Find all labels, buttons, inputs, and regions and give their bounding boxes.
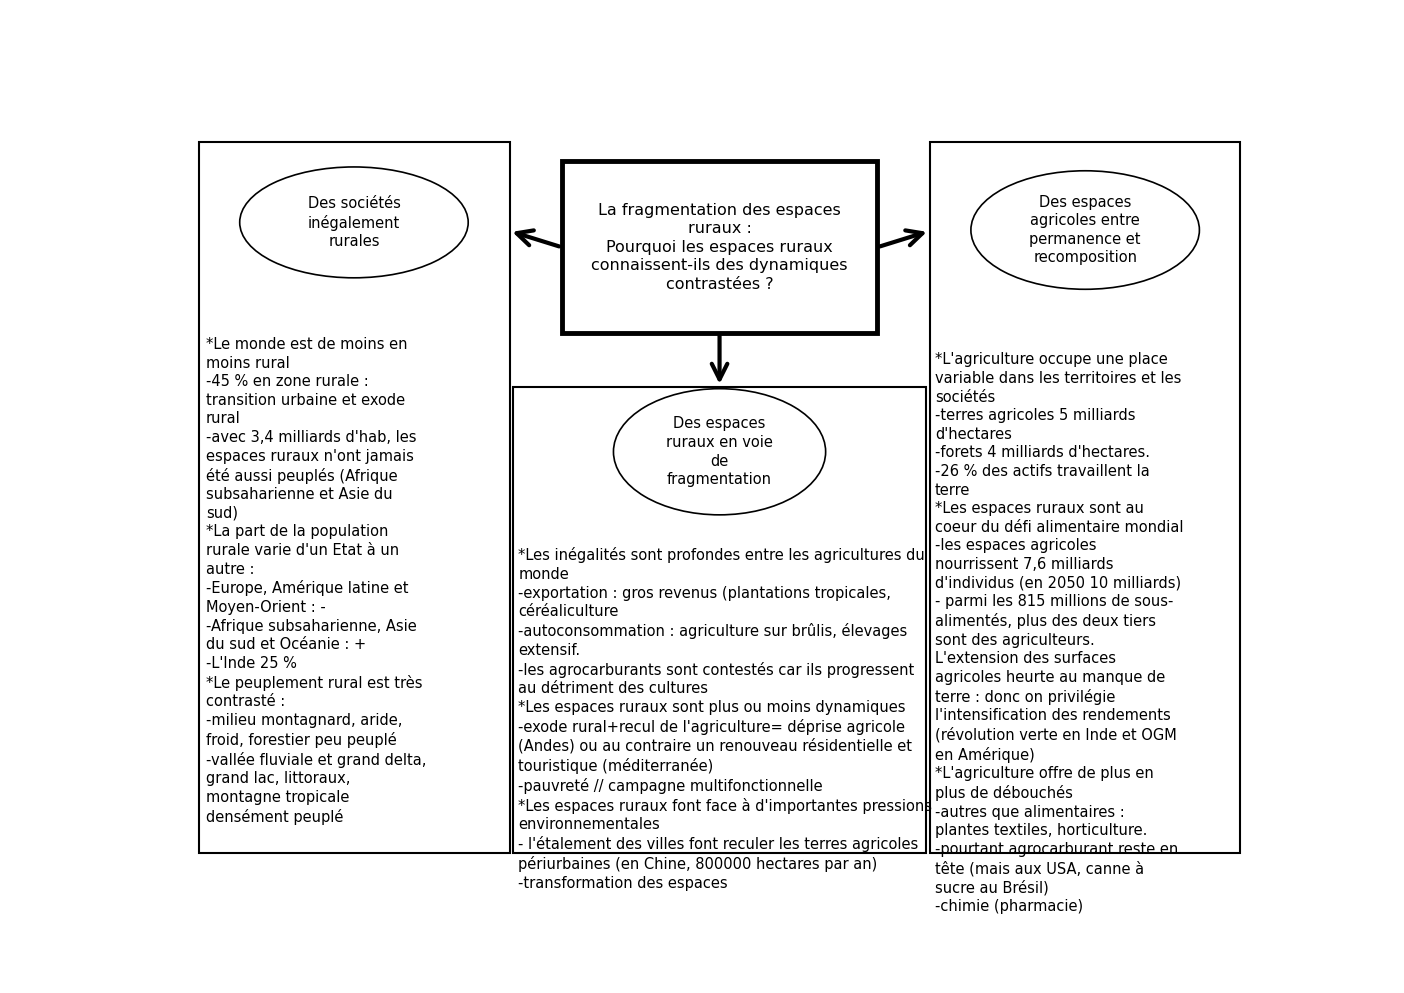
Text: *L'agriculture occupe une place
variable dans les territoires et les
sociétés
-t: *L'agriculture occupe une place variable… xyxy=(935,353,1184,914)
Bar xyxy=(199,142,510,853)
Ellipse shape xyxy=(972,171,1199,289)
Ellipse shape xyxy=(614,388,826,514)
Text: *Le monde est de moins en
moins rural
-45 % en zone rurale :
transition urbaine : *Le monde est de moins en moins rural -4… xyxy=(206,337,427,825)
Bar xyxy=(562,161,878,334)
Bar xyxy=(512,387,927,853)
Text: La fragmentation des espaces
ruraux :
Pourquoi les espaces ruraux
connaissent-il: La fragmentation des espaces ruraux : Po… xyxy=(591,203,848,292)
Text: Des sociétés
inégalement
rurales: Des sociétés inégalement rurales xyxy=(307,196,400,249)
Ellipse shape xyxy=(240,167,468,278)
Text: Des espaces
ruraux en voie
de
fragmentation: Des espaces ruraux en voie de fragmentat… xyxy=(665,416,774,488)
Bar xyxy=(929,142,1240,853)
Text: *Les inégalités sont profondes entre les agricultures du
monde
-exportation : gr: *Les inégalités sont profondes entre les… xyxy=(518,547,932,891)
Text: Des espaces
agricoles entre
permanence et
recomposition: Des espaces agricoles entre permanence e… xyxy=(1029,195,1141,265)
